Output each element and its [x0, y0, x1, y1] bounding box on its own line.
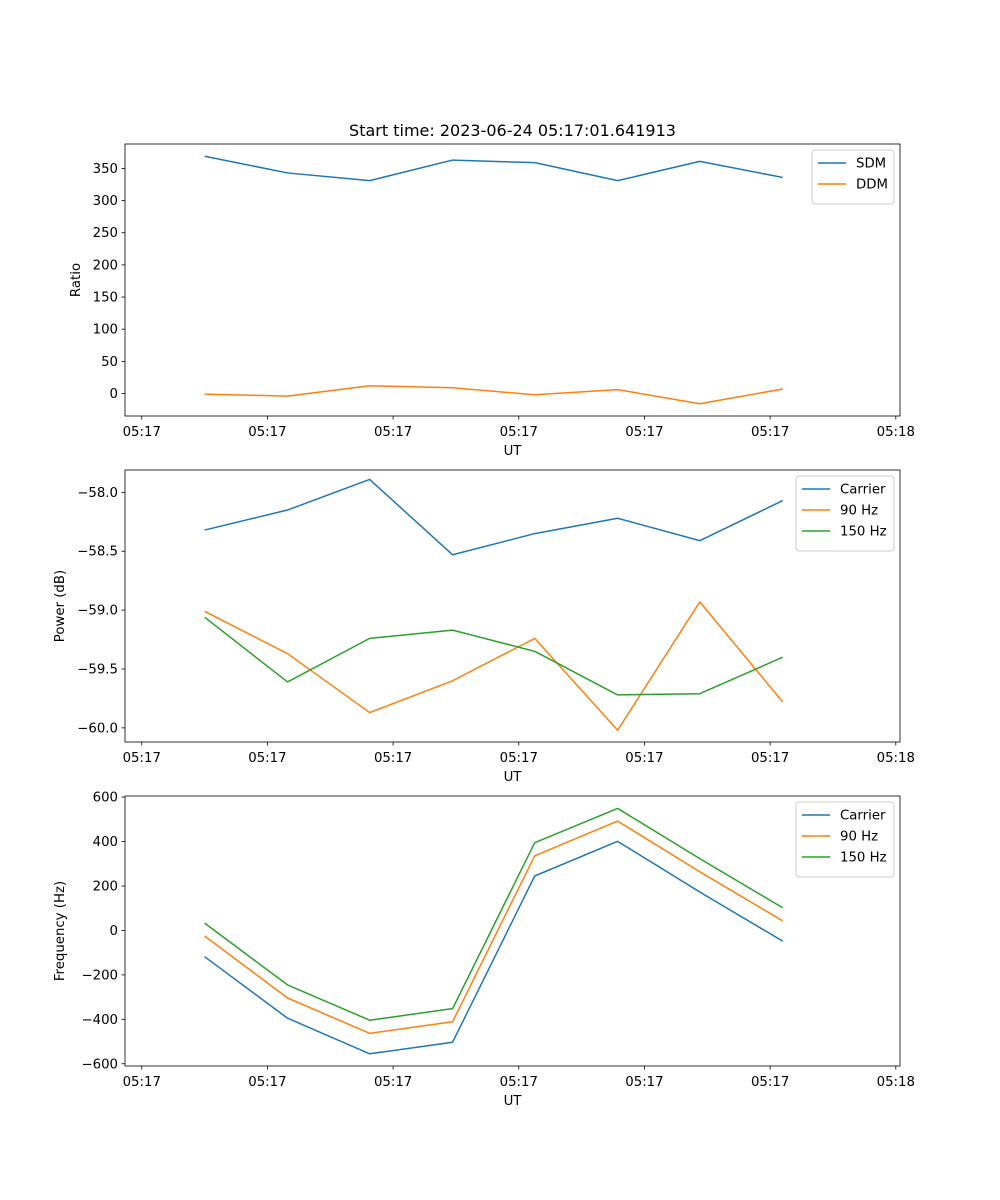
series-line-ddm: [204, 385, 783, 405]
legend-label: 150 Hz: [840, 525, 887, 540]
x-tick-label: 05:17: [248, 425, 286, 440]
y-tick-label: −600: [81, 1057, 118, 1072]
x-tick-label: 05:17: [500, 1075, 538, 1090]
y-tick-label: −200: [81, 968, 118, 983]
y-tick-label: 150: [93, 291, 118, 306]
y-tick-label: 350: [93, 162, 118, 177]
y-tick-label: 400: [93, 835, 118, 850]
y-tick-label: 200: [93, 880, 118, 895]
legend-label: SDM: [856, 157, 886, 172]
legend-label: DDM: [856, 178, 888, 193]
y-tick-label: −400: [81, 1013, 118, 1028]
axes-frame: [124, 795, 901, 1067]
x-tick-label: 05:18: [877, 751, 915, 766]
legend-label: Carrier: [840, 809, 886, 824]
y-tick-label: 300: [93, 194, 118, 209]
x-tick-label: 05:17: [374, 1075, 412, 1090]
y-axis-label: Frequency (Hz): [53, 881, 68, 981]
x-tick-label: 05:17: [751, 1075, 789, 1090]
y-tick-label: −58.5: [77, 545, 118, 560]
x-tick-label: 05:17: [625, 1075, 663, 1090]
x-tick-label: 05:17: [625, 425, 663, 440]
series-line-sdm: [204, 155, 783, 182]
y-tick-label: 250: [93, 226, 118, 241]
series-line-90-hz: [204, 820, 784, 1035]
y-tick-label: 0: [110, 387, 118, 402]
subplot-2: −60.0 −59.5 −59.0 −58.5 −58.0 05:17 05:17 05:17…: [53, 469, 915, 785]
legend-label: Carrier: [840, 483, 886, 498]
y-tick-label: −58.0: [77, 486, 118, 501]
x-tick-label: 05:17: [123, 751, 161, 766]
legend: Carrier 90 Hz 150 Hz: [795, 801, 895, 878]
x-axis-label: UT: [504, 444, 523, 459]
figure-title: Start time: 2023-06-24 05:17:01.641913: [349, 121, 676, 140]
y-axis-label: Ratio: [69, 263, 84, 297]
x-tick-label: 05:17: [374, 751, 412, 766]
legend-label: 90 Hz: [840, 504, 878, 519]
y-tick-label: −59.5: [77, 662, 118, 677]
x-tick-label: 05:17: [751, 751, 789, 766]
y-axis-label: Power (dB): [53, 570, 68, 642]
y-tick-label: −59.0: [77, 604, 118, 619]
x-tick-label: 05:17: [500, 425, 538, 440]
x-tick-label: 05:17: [500, 751, 538, 766]
legend-box: [795, 475, 895, 552]
x-axis-label: UT: [504, 1094, 523, 1109]
y-tick-label: 200: [93, 258, 118, 273]
series-line-90-hz: [204, 601, 784, 731]
x-tick-label: 05:17: [248, 1075, 286, 1090]
y-tick-label: 0: [110, 924, 118, 939]
x-tick-label: 05:17: [374, 425, 412, 440]
x-tick-label: 05:17: [625, 751, 663, 766]
legend: SDM DDM: [811, 149, 895, 205]
series-line-150-hz: [204, 616, 784, 696]
subplot-3: −600 −400 −200 0 200 400 600 05:17 05:17 05:17 05:…: [53, 791, 915, 1109]
series-line-150-hz: [204, 807, 784, 1021]
x-tick-label: 05:17: [123, 425, 161, 440]
legend-label: 90 Hz: [840, 830, 878, 845]
x-tick-label: 05:17: [123, 1075, 161, 1090]
y-tick-label: 50: [101, 355, 118, 370]
y-tick-label: 600: [93, 791, 118, 806]
legend: Carrier 90 Hz 150 Hz: [795, 475, 895, 552]
x-tick-label: 05:18: [877, 425, 915, 440]
subplot-1: 0 50 100 150 200 250 300 350 05:17 05:17 05:17 05:1…: [69, 143, 915, 459]
axes-frame: [124, 143, 901, 417]
axes-frame: [124, 469, 901, 743]
x-axis-label: UT: [504, 770, 523, 785]
x-tick-label: 05:17: [751, 425, 789, 440]
y-tick-label: −60.0: [77, 721, 118, 736]
y-tick-label: 100: [93, 323, 118, 338]
series-line-carrier: [204, 840, 784, 1055]
subplots: 0 50 100 150 200 250 300 350 05:17 05:17 05:17 05:1…: [53, 143, 915, 1109]
series-line-carrier: [204, 478, 784, 556]
x-tick-label: 05:17: [248, 751, 286, 766]
x-tick-label: 05:18: [877, 1075, 915, 1090]
legend-box: [795, 801, 895, 878]
legend-label: 150 Hz: [840, 851, 887, 866]
